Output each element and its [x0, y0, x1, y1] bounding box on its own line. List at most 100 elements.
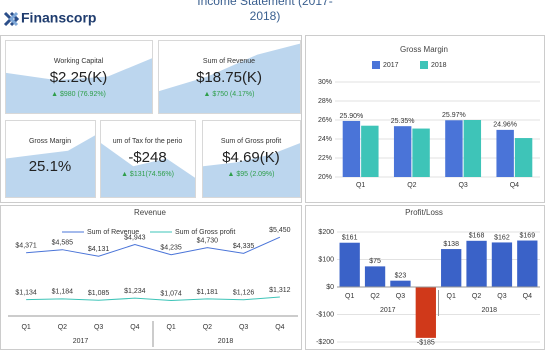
legend-label: Sum of Revenue [87, 229, 139, 236]
data-label: $4,371 [15, 243, 37, 250]
data-label: $23 [395, 273, 407, 280]
kpi-sparkline [101, 143, 195, 197]
data-label: $169 [520, 232, 536, 239]
kpi-value: $18.75(K) [196, 69, 262, 86]
x-tick-label: Q1 [356, 182, 365, 189]
bar [342, 120, 361, 177]
data-label: $1,085 [88, 290, 110, 297]
x-tick-label: Q1 [166, 324, 175, 331]
data-label: $1,234 [124, 288, 146, 295]
logo-icon [3, 11, 20, 27]
x-tick-label: Q4 [510, 182, 519, 189]
data-label: 25.97% [442, 112, 466, 119]
data-label: $1,181 [197, 289, 219, 296]
data-label: $162 [494, 234, 510, 241]
kpi-title: Sum of Revenue [203, 58, 255, 65]
bar [463, 120, 482, 177]
data-label: $138 [443, 241, 459, 248]
bar [441, 249, 462, 287]
x-tick-label: Q3 [497, 293, 506, 300]
x-tick-label: Q1 [447, 293, 456, 300]
x-tick-label: Q4 [130, 324, 139, 331]
data-label: $161 [342, 235, 358, 242]
line [26, 296, 280, 301]
data-label: $4,943 [124, 234, 146, 241]
kpi-title: Gross Margin [29, 138, 71, 145]
y-tick-label: $0 [326, 284, 334, 291]
x-tick-label: Q2 [58, 324, 67, 331]
kpi-delta: ▲ $131(74.56%) [121, 171, 174, 178]
x-tick-label: Q3 [94, 324, 103, 331]
chart-title: Profit/Loss [405, 208, 443, 217]
x-tick-label: Q3 [396, 293, 405, 300]
data-label: $4,335 [233, 243, 255, 250]
data-label: $1,312 [269, 287, 291, 294]
x-tick-label: Q3 [458, 182, 467, 189]
data-label: $5,450 [269, 227, 291, 234]
bar [415, 287, 436, 338]
data-label: $1,074 [160, 290, 182, 297]
x-tick-label: Q1 [21, 324, 30, 331]
panel [0, 205, 302, 350]
x-tick-label: Q4 [523, 293, 532, 300]
y-tick-label: -$200 [316, 339, 334, 346]
kpi-sparkline [6, 58, 152, 113]
group-label: 2018 [218, 338, 234, 345]
kpi-value: $2.25(K) [50, 69, 108, 86]
bar [496, 129, 514, 177]
group-label: 2018 [481, 307, 497, 314]
y-tick-label: 20% [318, 174, 332, 181]
kpi-delta: ▲ $980 (76.92%) [51, 91, 106, 98]
kpi-value: -$248 [128, 149, 166, 166]
kpi-sparkline [159, 43, 300, 113]
bar [466, 240, 487, 287]
x-tick-label: Q2 [370, 293, 379, 300]
bar [445, 120, 463, 177]
y-tick-label: 24% [318, 136, 332, 143]
kpi-title: Sum of Gross profit [221, 138, 281, 145]
kpi-delta: ▲ $95 (2.09%) [227, 171, 274, 178]
kpi-value: $4.69(K) [222, 149, 280, 166]
y-tick-label: 22% [318, 155, 332, 162]
data-label: $4,131 [88, 246, 110, 253]
legend-label: 2017 [383, 62, 399, 69]
y-tick-label: 26% [318, 117, 332, 124]
data-label: $1,184 [52, 289, 74, 296]
bar [517, 240, 538, 287]
data-label: -$185 [417, 340, 435, 347]
x-tick-label: Q3 [239, 324, 248, 331]
bar [412, 128, 430, 177]
x-tick-label: Q1 [345, 293, 354, 300]
line [26, 236, 281, 257]
data-label: $168 [469, 233, 485, 240]
bar [491, 242, 513, 287]
kpi-title: Working Capital [54, 58, 104, 65]
bar [339, 242, 360, 287]
legend-swatch [420, 61, 428, 69]
data-label: 25.90% [340, 113, 364, 120]
kpi-sparkline [6, 135, 95, 197]
kpi-value: 25.1% [29, 158, 72, 175]
y-tick-label: 30% [318, 79, 332, 86]
chart-title: Revenue [134, 208, 167, 217]
legend-label: Sum of Gross profit [175, 229, 235, 236]
data-label: $4,585 [52, 240, 74, 247]
data-label: 24.96% [493, 122, 517, 129]
legend-label: 2018 [431, 62, 447, 69]
group-label: 2017 [380, 307, 396, 314]
panel [0, 35, 302, 203]
kpi-delta: ▲ $750 (4.17%) [204, 91, 255, 98]
chart-title: Gross Margin [400, 45, 448, 54]
x-tick-label: Q4 [275, 324, 284, 331]
legend-swatch [372, 61, 380, 69]
data-label: 25.35% [391, 118, 415, 125]
data-label: $4,235 [160, 245, 182, 252]
kpi-title: um of Tax for the perio [113, 138, 183, 145]
page-title: Income Statement (2017-2018) [197, 0, 333, 23]
kpi-sparkline [203, 143, 300, 197]
y-tick-label: 28% [318, 98, 332, 105]
data-label: $1,134 [15, 289, 37, 296]
data-label: $1,126 [233, 290, 255, 297]
